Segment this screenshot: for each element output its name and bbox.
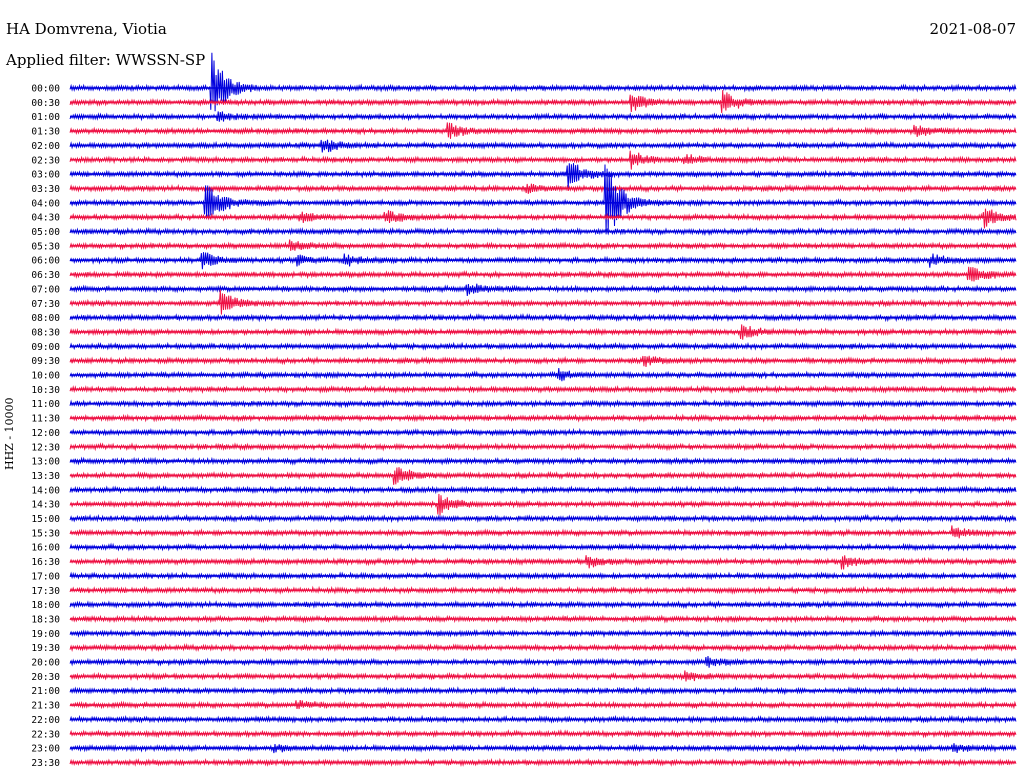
- trace-row: [69, 413, 1017, 423]
- trace-row: [69, 757, 1017, 767]
- trace-row: [69, 111, 1017, 122]
- row-time-label: 04:00: [31, 198, 60, 209]
- trace-row: [69, 355, 1017, 368]
- row-time-label: 03:00: [31, 170, 60, 181]
- trace-row: [69, 266, 1017, 282]
- trace-row: [69, 324, 1017, 340]
- trace-row: [69, 643, 1017, 653]
- row-time-label: 09:00: [31, 342, 60, 353]
- row-time-label: 15:00: [31, 514, 60, 525]
- trace-row: [69, 208, 1017, 229]
- row-time-label: 09:30: [31, 356, 60, 367]
- row-time-label: 14:30: [31, 500, 60, 511]
- trace-row: [69, 571, 1017, 581]
- channel-axis-label: HHZ - 10000: [3, 397, 16, 470]
- row-time-label: 12:30: [31, 442, 60, 453]
- row-time-label: 02:30: [31, 155, 60, 166]
- row-time-label: 22:30: [31, 729, 60, 740]
- trace-row: [69, 656, 1017, 668]
- row-time-label: 02:00: [31, 141, 60, 152]
- row-time-label: 10:30: [31, 385, 60, 396]
- row-time-label: 21:30: [31, 701, 60, 712]
- row-time-label: 13:30: [31, 471, 60, 482]
- row-time-label: 01:30: [31, 127, 60, 138]
- row-time-label: 18:30: [31, 614, 60, 625]
- trace-row: [69, 670, 1017, 682]
- row-time-label: 19:00: [31, 629, 60, 640]
- row-time-label: 20:00: [31, 658, 60, 669]
- trace-row: [69, 150, 1017, 170]
- trace-row: [69, 183, 1017, 194]
- trace-row: [69, 525, 1017, 539]
- trace-row: [69, 628, 1017, 638]
- row-time-label: 17:00: [31, 571, 60, 582]
- trace-row: [69, 585, 1017, 595]
- trace-row: [69, 283, 1017, 296]
- trace-row: [69, 729, 1017, 739]
- row-time-label: 21:00: [31, 686, 60, 697]
- row-time-label: 07:00: [31, 284, 60, 295]
- row-time-label: 13:00: [31, 457, 60, 468]
- trace-row: [69, 164, 1017, 235]
- trace-row: [69, 239, 1017, 251]
- row-time-label: 16:30: [31, 557, 60, 568]
- trace-row: [69, 599, 1017, 610]
- trace-row: [69, 743, 1017, 754]
- row-time-label: 11:00: [31, 399, 60, 410]
- station-title: HA Domvrena, Viotia: [6, 20, 167, 38]
- trace-row: [69, 485, 1017, 495]
- row-time-label: 05:30: [31, 241, 60, 252]
- row-time-label: 04:30: [31, 213, 60, 224]
- trace-row: [69, 226, 1017, 237]
- trace-row: [69, 442, 1017, 452]
- row-time-label: 14:00: [31, 485, 60, 496]
- trace-row: [69, 714, 1017, 724]
- trace-row: [69, 614, 1017, 624]
- trace-row: [69, 384, 1017, 394]
- row-time-label: 18:00: [31, 600, 60, 611]
- row-time-label: 19:30: [31, 643, 60, 654]
- date-label: 2021-08-07: [929, 20, 1016, 38]
- trace-row: [69, 163, 1017, 189]
- trace-row: [69, 700, 1017, 710]
- row-time-label: 01:00: [31, 112, 60, 123]
- trace-row: [69, 542, 1017, 552]
- row-time-label: 07:30: [31, 299, 60, 310]
- trace-row: [69, 467, 1017, 485]
- row-time-label: 23:00: [31, 744, 60, 755]
- row-time-label: 10:00: [31, 371, 60, 382]
- trace-row: [69, 252, 1017, 270]
- trace-row: [69, 312, 1017, 323]
- row-time-label: 06:00: [31, 256, 60, 267]
- row-time-label: 16:00: [31, 543, 60, 554]
- row-time-label: 22:00: [31, 715, 60, 726]
- trace-row: [69, 493, 1017, 516]
- row-time-label: 17:30: [31, 586, 60, 597]
- row-time-label: 03:30: [31, 184, 60, 195]
- trace-row: [69, 122, 1017, 139]
- trace-row: [69, 289, 1017, 315]
- row-time-label: 06:30: [31, 270, 60, 281]
- trace-row: [69, 52, 1017, 112]
- trace-row: [69, 555, 1017, 570]
- trace-row: [69, 427, 1017, 437]
- row-time-label: 00:30: [31, 98, 60, 109]
- trace-row: [69, 399, 1017, 409]
- row-time-label: 12:00: [31, 428, 60, 439]
- trace-row: [69, 513, 1017, 524]
- row-time-label: 08:00: [31, 313, 60, 324]
- row-time-label: 08:30: [31, 327, 60, 338]
- row-time-label: 11:30: [31, 414, 60, 425]
- row-time-label: 23:30: [31, 758, 60, 769]
- row-time-label: 00:00: [31, 84, 60, 95]
- row-time-label: 20:30: [31, 672, 60, 683]
- row-time-label: 05:00: [31, 227, 60, 238]
- trace-row: [69, 456, 1017, 466]
- trace-row: [69, 139, 1017, 153]
- row-time-label: 15:30: [31, 528, 60, 539]
- trace-row: [69, 90, 1017, 114]
- trace-row: [69, 341, 1017, 351]
- filter-label: Applied filter: WWSSN-SP: [6, 51, 206, 69]
